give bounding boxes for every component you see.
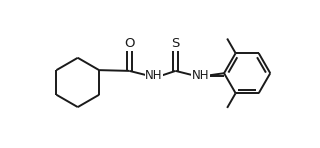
Text: O: O [124,37,135,50]
Text: S: S [172,37,180,50]
Text: NH: NH [145,69,163,82]
Text: NH: NH [191,69,209,82]
